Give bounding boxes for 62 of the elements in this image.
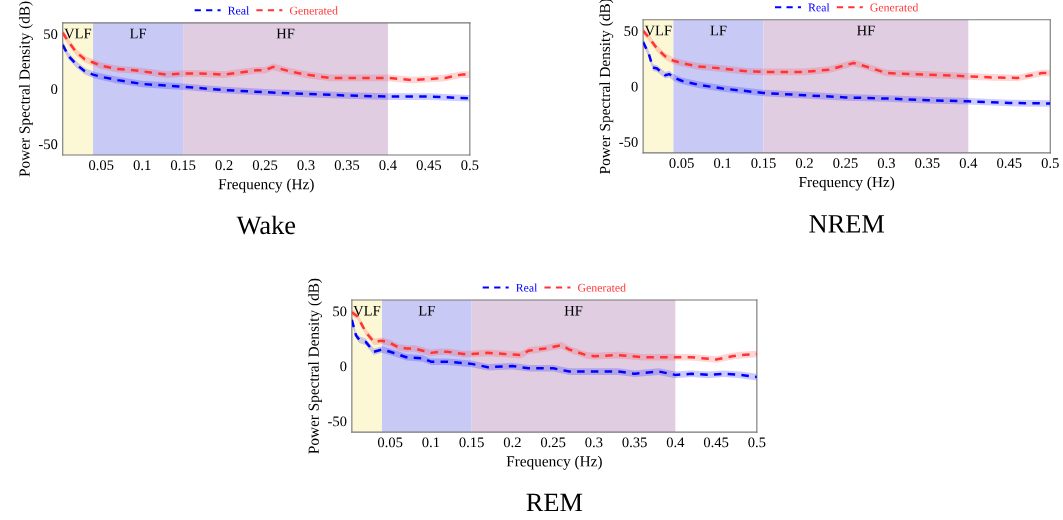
y-tick-label: 0 bbox=[631, 81, 638, 92]
band-label: VLF bbox=[644, 25, 672, 36]
x-tick-label: 0.4 bbox=[379, 160, 397, 171]
x-tick-label: 0.4 bbox=[666, 437, 685, 448]
x-axis-title: Frequency (Hz) bbox=[798, 176, 895, 191]
legend-label: Real bbox=[228, 6, 250, 15]
x-tick-label: 0.1 bbox=[422, 437, 440, 448]
x-tick-label: 0.05 bbox=[669, 158, 694, 169]
x-tick-label: 0.05 bbox=[377, 437, 403, 448]
band-label: LF bbox=[710, 25, 727, 36]
y-axis-title: Power Spectral Density (dB) bbox=[18, 1, 33, 177]
legend-label: Generated bbox=[289, 6, 338, 15]
x-axis-title: Frequency (Hz) bbox=[218, 178, 314, 193]
x-tick-label: 0.35 bbox=[334, 160, 360, 171]
x-tick-label: 0.15 bbox=[751, 158, 776, 169]
x-tick-label: 0.25 bbox=[540, 437, 566, 448]
x-tick-label: 0.5 bbox=[1041, 158, 1059, 169]
x-tick-label: 0.2 bbox=[795, 158, 813, 169]
legend-label: Generated bbox=[870, 3, 919, 12]
x-tick-label: 0.5 bbox=[461, 160, 479, 171]
x-tick-label: 0.3 bbox=[297, 160, 315, 171]
legend-label: Real bbox=[808, 3, 830, 12]
x-tick-label: 0.1 bbox=[714, 158, 731, 169]
x-tick-label: 0.3 bbox=[585, 437, 603, 448]
legend-label: Real bbox=[516, 283, 538, 292]
x-tick-label: 0.45 bbox=[997, 158, 1022, 169]
x-tick-label: 0.25 bbox=[833, 158, 858, 169]
x-tick-label: 0.05 bbox=[89, 160, 114, 171]
legend-label: Generated bbox=[578, 283, 626, 292]
band-label: VLF bbox=[353, 305, 381, 316]
x-axis-title: Frequency (Hz) bbox=[506, 455, 602, 470]
x-tick-label: 0.45 bbox=[416, 160, 442, 171]
x-tick-label: 0.25 bbox=[252, 160, 278, 171]
y-axis-title: Power Spectral Density (dB) bbox=[308, 278, 322, 454]
y-tick-label: -50 bbox=[328, 416, 347, 427]
x-tick-label: 0.1 bbox=[133, 160, 151, 171]
text: NREM bbox=[809, 215, 885, 233]
x-tick-label: 0.35 bbox=[622, 437, 647, 448]
y-tick-label: 50 bbox=[333, 306, 347, 317]
text: Wake bbox=[236, 215, 296, 235]
band-label: LF bbox=[129, 28, 147, 39]
y-tick-label: 0 bbox=[51, 84, 58, 95]
x-tick-label: 0.5 bbox=[748, 437, 766, 448]
text: REM bbox=[526, 493, 583, 512]
y-tick-label: 50 bbox=[624, 26, 638, 37]
x-tick-label: 0.15 bbox=[170, 160, 196, 171]
x-tick-label: 0.15 bbox=[459, 437, 484, 448]
y-tick-label: -50 bbox=[619, 137, 638, 147]
x-tick-label: 0.4 bbox=[959, 158, 978, 169]
y-tick-label: 0 bbox=[340, 361, 347, 372]
band-label: HF bbox=[276, 28, 295, 39]
x-tick-label: 0.3 bbox=[877, 158, 895, 169]
x-tick-label: 0.35 bbox=[915, 158, 940, 169]
band-label: VLF bbox=[64, 28, 92, 39]
band-label: HF bbox=[564, 305, 583, 316]
x-tick-label: 0.45 bbox=[703, 437, 729, 448]
band-label: HF bbox=[857, 25, 875, 36]
x-tick-label: 0.2 bbox=[215, 160, 233, 171]
band-label: LF bbox=[418, 305, 435, 316]
x-tick-label: 0.2 bbox=[503, 437, 521, 448]
y-tick-label: -50 bbox=[38, 139, 58, 150]
y-tick-label: 50 bbox=[44, 29, 58, 40]
